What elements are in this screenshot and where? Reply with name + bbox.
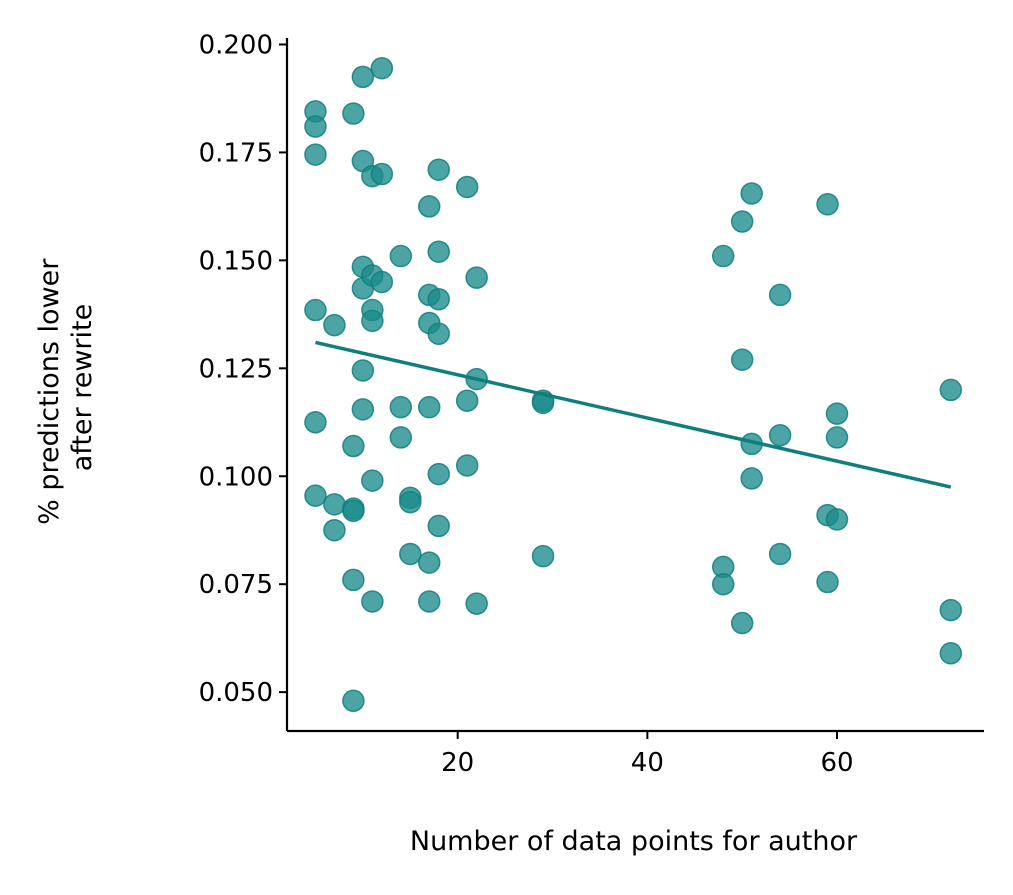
data-points xyxy=(304,56,963,713)
y-tick-label: 0.075 xyxy=(199,570,273,600)
data-point xyxy=(465,592,488,615)
y-tick-label: 0.125 xyxy=(199,354,273,384)
y-tick-label: 0.175 xyxy=(199,138,273,168)
data-point xyxy=(427,158,450,181)
data-point xyxy=(342,434,365,458)
data-point xyxy=(816,192,839,216)
data-point xyxy=(740,182,763,205)
data-point xyxy=(351,398,375,421)
data-point xyxy=(455,175,479,199)
y-axis-label-line-1: % predictions lower xyxy=(34,258,65,525)
data-point xyxy=(768,542,792,566)
y-axis-ticks: 0.050 0.075 0.100 0.125 0.150 0.175 0.200 xyxy=(199,30,287,708)
data-point xyxy=(304,298,327,322)
data-point xyxy=(455,389,479,412)
data-point xyxy=(389,395,413,419)
data-point xyxy=(304,484,327,507)
x-tick-label: 60 xyxy=(820,748,853,778)
data-point xyxy=(361,309,384,333)
y-axis-label: % predictions lower after rewrite xyxy=(34,250,98,525)
data-point xyxy=(323,493,346,516)
data-point xyxy=(768,283,792,307)
axes xyxy=(285,38,984,733)
data-point xyxy=(711,572,735,596)
y-tick-label: 0.100 xyxy=(199,462,273,492)
data-point xyxy=(730,348,754,371)
data-point xyxy=(370,162,394,186)
data-point xyxy=(531,544,555,568)
data-point xyxy=(399,542,422,566)
data-point xyxy=(417,590,441,613)
data-point xyxy=(389,244,413,268)
data-point xyxy=(304,143,327,166)
data-point xyxy=(361,590,384,613)
data-point xyxy=(465,266,488,289)
data-point xyxy=(740,467,763,490)
data-point xyxy=(304,411,327,434)
data-point xyxy=(417,195,441,218)
data-point xyxy=(323,518,346,542)
data-point xyxy=(370,56,394,80)
trend-line-group xyxy=(315,340,952,489)
y-axis-label-line-2: after rewrite xyxy=(67,304,98,471)
x-axis-label: Number of data points for author xyxy=(410,826,858,857)
data-point xyxy=(361,469,384,492)
data-point xyxy=(351,359,375,382)
x-tick-label: 20 xyxy=(441,748,474,778)
data-point xyxy=(825,402,849,425)
data-point xyxy=(825,426,849,449)
data-point xyxy=(427,287,450,311)
data-point xyxy=(417,551,441,574)
data-point xyxy=(768,423,792,447)
y-tick-label: 0.050 xyxy=(199,678,273,708)
data-point xyxy=(389,426,413,449)
data-point xyxy=(399,490,422,514)
x-tick-label: 40 xyxy=(631,748,664,778)
data-point xyxy=(370,270,394,294)
data-point xyxy=(427,322,450,346)
trend-line xyxy=(315,340,952,489)
data-point xyxy=(342,102,365,125)
data-point xyxy=(342,568,365,592)
data-point xyxy=(342,499,365,523)
data-point xyxy=(825,508,849,531)
data-point xyxy=(730,611,754,635)
y-tick-label: 0.150 xyxy=(199,246,273,276)
data-point xyxy=(417,395,441,419)
data-point xyxy=(427,514,450,538)
data-point xyxy=(455,454,479,477)
data-point xyxy=(342,689,365,713)
data-point xyxy=(351,65,375,89)
data-point xyxy=(730,210,754,233)
data-point xyxy=(427,462,450,486)
data-point xyxy=(427,240,450,263)
data-point xyxy=(816,570,839,594)
data-point xyxy=(323,313,346,337)
data-point xyxy=(939,642,963,665)
x-axis-ticks: 20 40 60 xyxy=(441,731,854,778)
y-tick-label: 0.200 xyxy=(199,30,273,60)
data-point xyxy=(531,391,555,415)
data-point xyxy=(939,598,963,622)
data-point xyxy=(711,244,735,268)
data-point xyxy=(304,115,327,138)
data-point xyxy=(939,378,963,402)
